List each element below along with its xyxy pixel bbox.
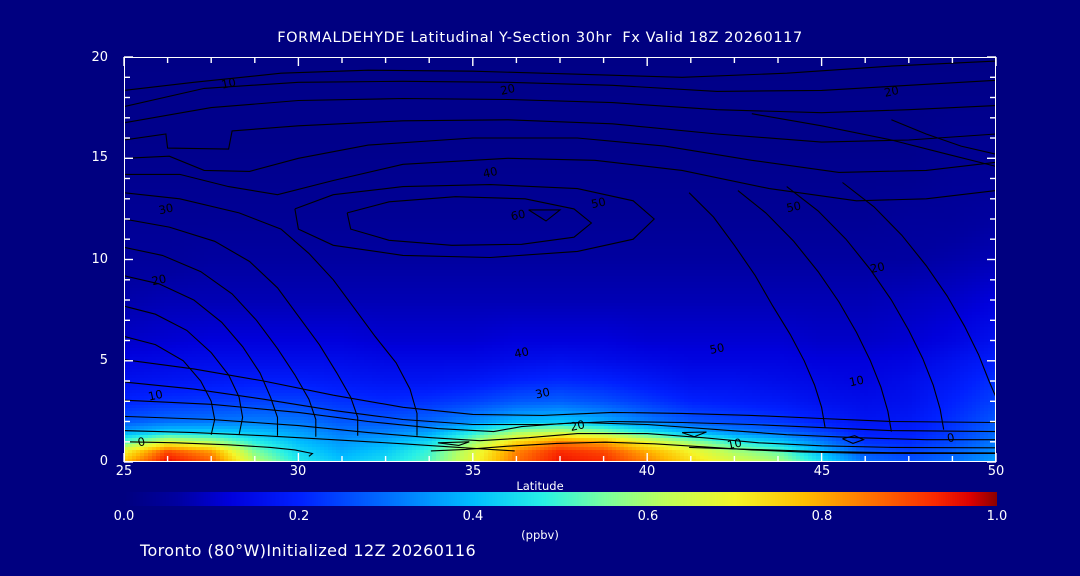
footer-label: Toronto (80°W)Initialized 12Z 20260116	[140, 541, 476, 560]
colorbar-gradient	[124, 492, 997, 506]
contour-layer	[124, 60, 996, 457]
colorbar-tick: 1.0	[962, 509, 1032, 524]
x-tick: 50	[966, 464, 1026, 479]
colorbar-tick: 0.2	[264, 509, 334, 524]
colorbar-tick: 0.4	[438, 509, 508, 524]
y-tick: 15	[72, 150, 108, 165]
plot-area: 10 20 20 30 40 50 60 50 40 50 30 20 20 20 10 10 10 0 0	[123, 56, 997, 463]
chart-title: FORMALDEHYDE Latitudinal Y-Section 30hr …	[0, 30, 1080, 46]
colorbar-tick: 0.0	[89, 509, 159, 524]
x-tick: 45	[792, 464, 852, 479]
x-tick: 25	[94, 464, 154, 479]
x-axis-label: Latitude	[0, 479, 1080, 493]
colorbar	[124, 492, 997, 506]
x-tick: 30	[268, 464, 328, 479]
y-tick: 5	[72, 353, 108, 368]
colorbar-tick: 0.8	[787, 509, 857, 524]
y-tick: 10	[72, 252, 108, 267]
colorbar-unit-label: (ppbv)	[0, 528, 1080, 542]
y-tick: 0	[72, 454, 108, 469]
x-tick: 40	[617, 464, 677, 479]
colorbar-tick: 0.6	[613, 509, 683, 524]
y-tick: 20	[72, 50, 108, 65]
x-tick: 35	[443, 464, 503, 479]
